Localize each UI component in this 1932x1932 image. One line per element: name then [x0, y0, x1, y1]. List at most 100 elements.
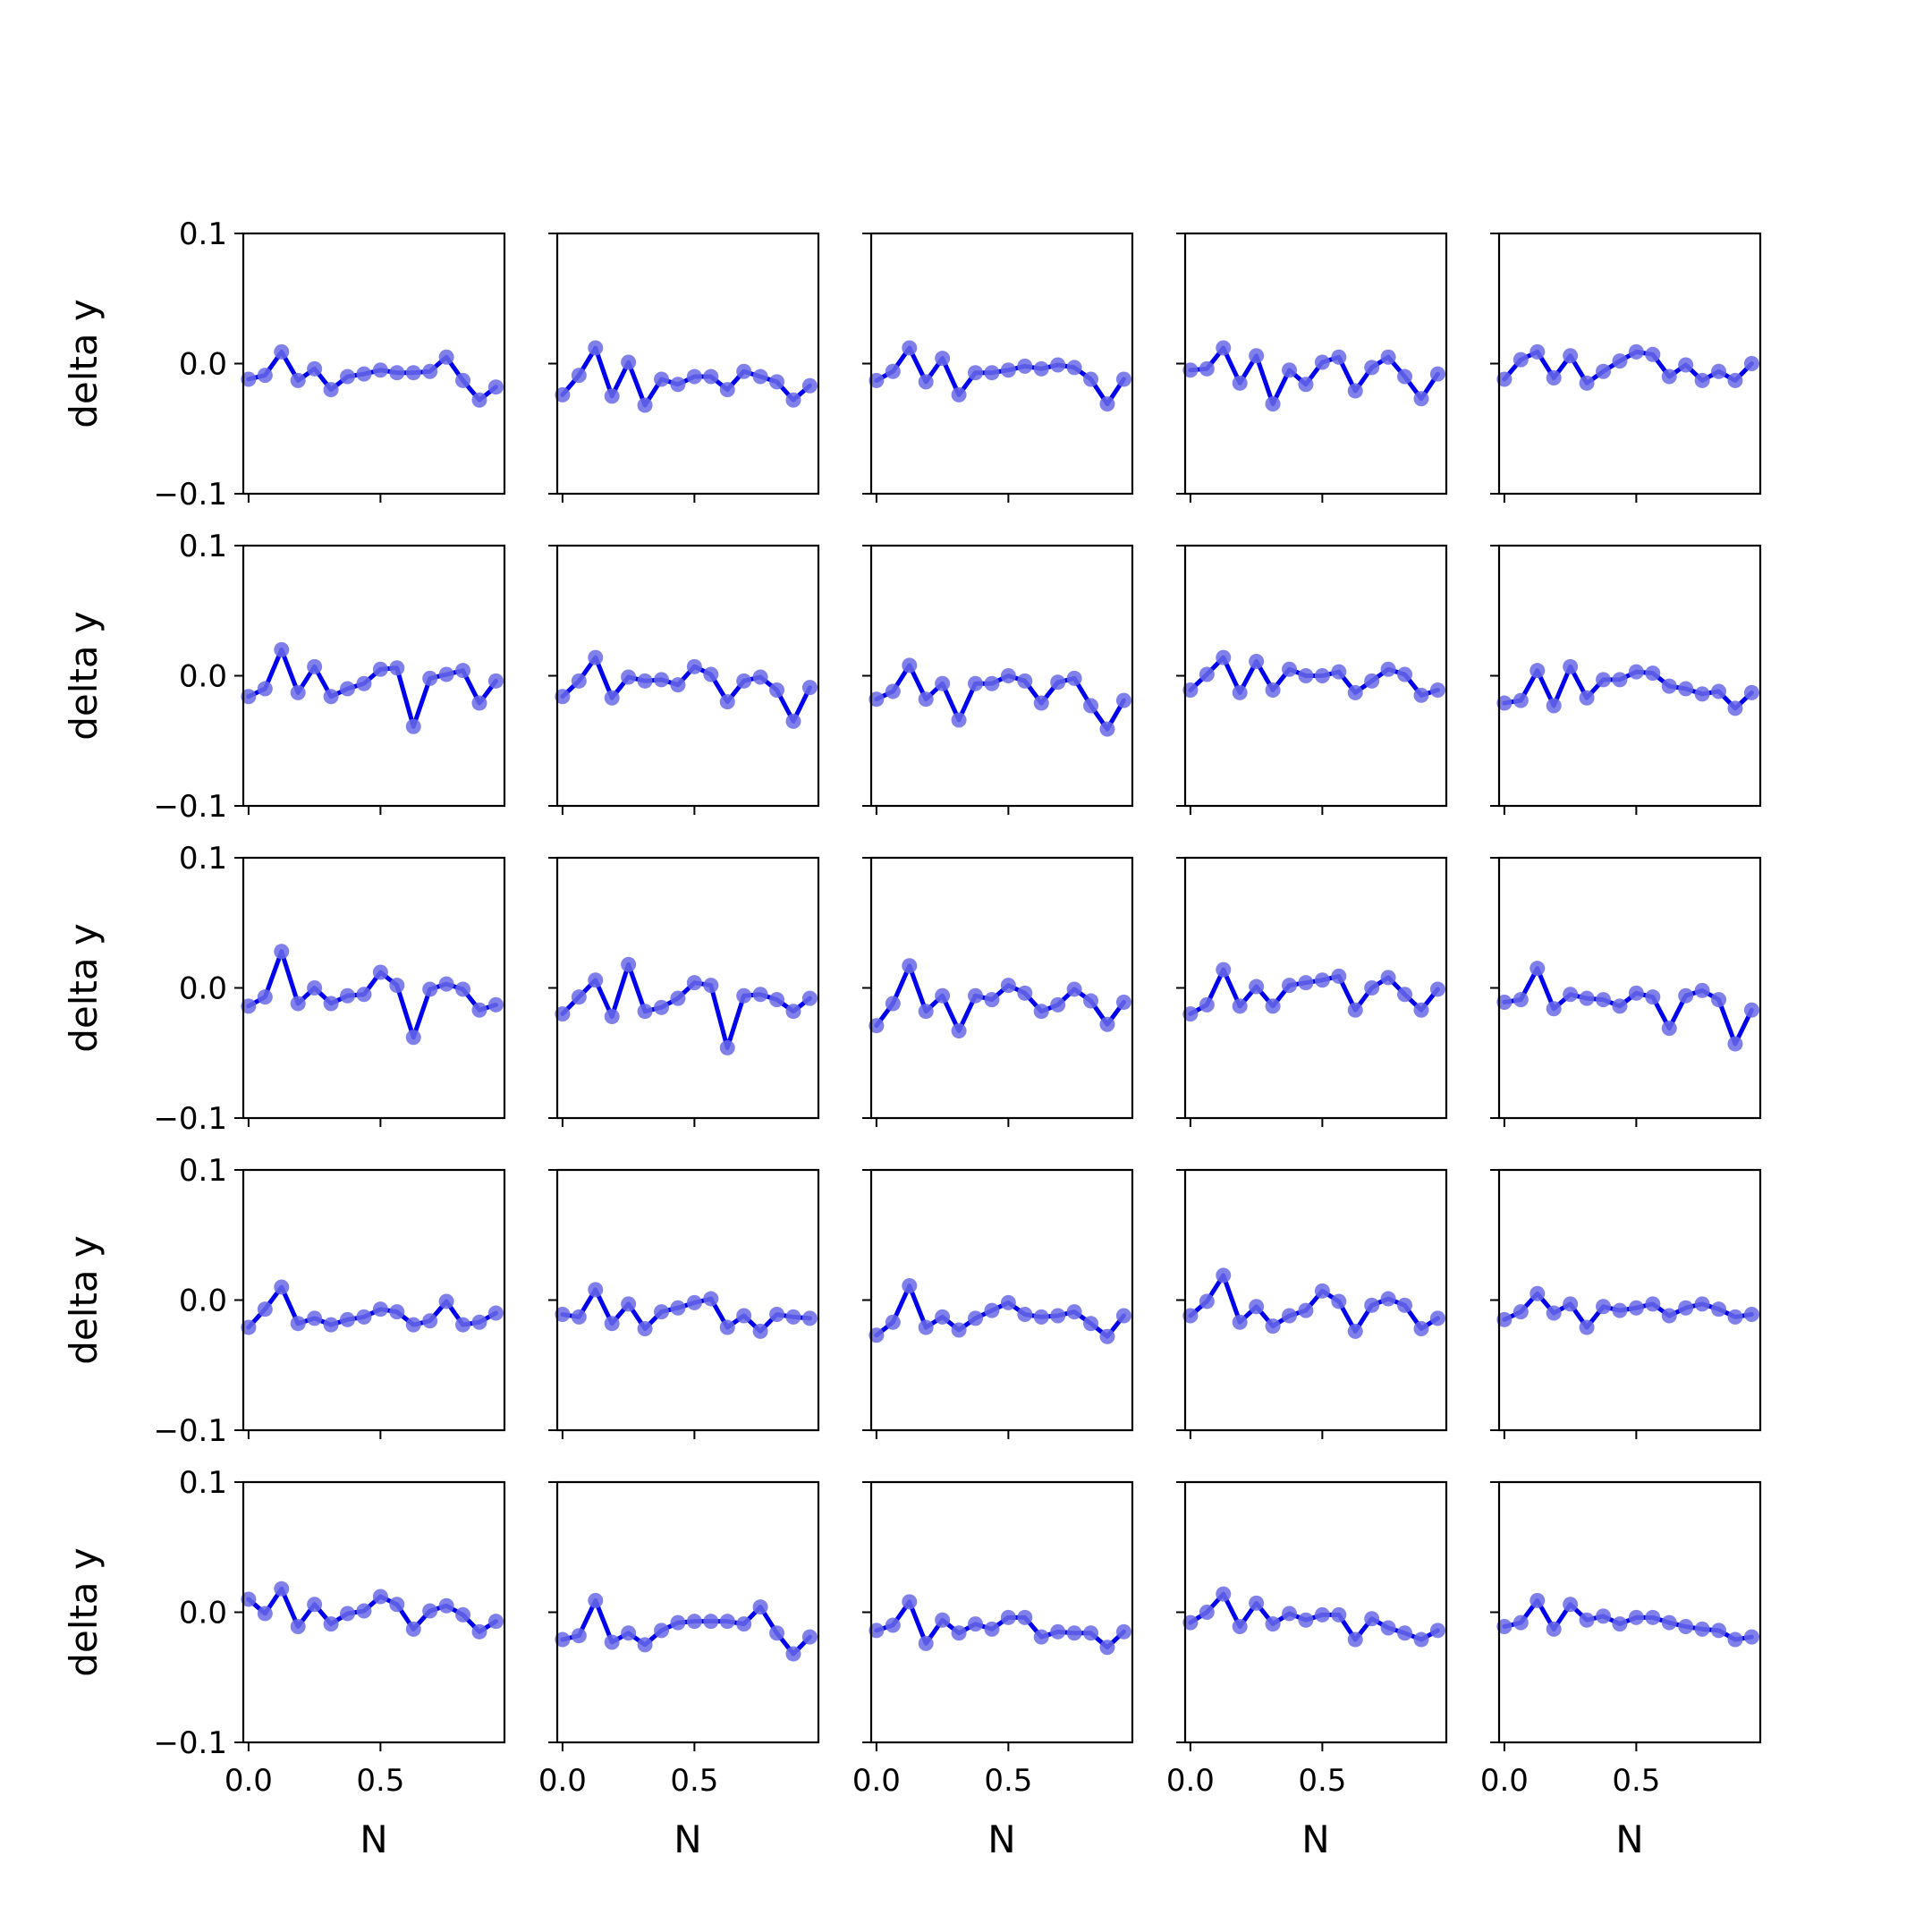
- data-point: [405, 1030, 421, 1046]
- data-point: [487, 673, 504, 689]
- data-point: [274, 343, 290, 360]
- data-point: [1182, 1006, 1199, 1022]
- data-point: [1083, 371, 1099, 387]
- data-point: [1115, 692, 1131, 708]
- data-point: [323, 689, 339, 705]
- data-point: [1612, 1616, 1628, 1632]
- data-point: [1727, 1036, 1743, 1052]
- data-point: [1530, 1592, 1546, 1608]
- data-point: [686, 1294, 702, 1310]
- data-point: [1182, 1308, 1199, 1324]
- y-tick-label: 0.1: [179, 529, 227, 564]
- data-point: [290, 684, 306, 700]
- data-point: [1000, 362, 1016, 378]
- data-point: [588, 1592, 604, 1608]
- data-point: [1546, 1621, 1562, 1637]
- data-point: [1612, 672, 1628, 688]
- data-point: [1314, 668, 1330, 683]
- data-point: [686, 1614, 702, 1630]
- series-line: [560, 345, 812, 408]
- data-point: [1579, 690, 1595, 706]
- data-point: [340, 681, 356, 697]
- data-point: [984, 1302, 1000, 1318]
- data-point: [1066, 1625, 1082, 1641]
- data-point: [241, 1319, 257, 1335]
- data-point: [1513, 352, 1529, 368]
- data-point: [1743, 1307, 1759, 1323]
- data-point: [340, 1606, 356, 1622]
- data-point: [902, 1277, 918, 1293]
- data-point: [257, 1301, 273, 1318]
- y-tick-label: 0.0: [179, 971, 227, 1007]
- series-line: [1188, 655, 1440, 698]
- y-tick-label: 0.0: [179, 1596, 227, 1631]
- data-point: [588, 1282, 604, 1298]
- data-point: [1530, 961, 1546, 977]
- data-point: [1628, 1300, 1644, 1316]
- data-point: [637, 673, 653, 689]
- data-point: [984, 365, 1000, 381]
- y-tick-label: 0.1: [179, 841, 227, 877]
- data-point: [637, 397, 653, 413]
- data-point: [968, 1310, 984, 1326]
- data-point: [918, 691, 934, 708]
- data-point: [1017, 1307, 1033, 1323]
- data-point: [422, 981, 438, 997]
- subplot-1-1: 0.1 0.0 −0.1 delta y: [62, 216, 506, 513]
- data-point: [290, 1316, 306, 1332]
- data-point: [389, 978, 405, 994]
- data-point: [1216, 340, 1232, 356]
- data-point: [1678, 357, 1694, 373]
- data-point: [1265, 682, 1281, 698]
- axes-frame: [242, 1168, 506, 1432]
- data-point: [438, 349, 454, 365]
- data-point: [1678, 1619, 1694, 1635]
- data-point: [869, 1018, 885, 1034]
- data-point: [1530, 663, 1546, 679]
- data-point: [1033, 1004, 1049, 1020]
- data-point: [340, 1311, 356, 1327]
- data-point: [438, 976, 454, 992]
- data-point: [290, 1619, 306, 1635]
- data-point: [1496, 371, 1513, 387]
- subplot-3-1: 0.1 0.0 −0.1 delta y: [62, 841, 506, 1137]
- data-point: [1000, 1294, 1016, 1310]
- data-point: [1083, 698, 1099, 714]
- data-point: [968, 987, 984, 1004]
- data-point: [1563, 987, 1579, 1003]
- data-point: [1282, 978, 1298, 994]
- data-point: [1743, 356, 1759, 371]
- axes-frame: [242, 232, 506, 496]
- data-point: [736, 987, 752, 1004]
- series-line: [246, 349, 498, 402]
- data-point: [801, 680, 818, 696]
- data-point: [654, 1623, 670, 1639]
- data-point: [571, 673, 587, 689]
- data-point: [356, 987, 372, 1003]
- data-point: [1199, 666, 1215, 682]
- data-point: [1380, 661, 1396, 677]
- data-point: [422, 670, 438, 686]
- data-point: [555, 1307, 571, 1323]
- data-point: [1265, 1616, 1281, 1632]
- data-point: [1033, 695, 1049, 711]
- data-point: [869, 372, 885, 388]
- data-point: [1298, 377, 1314, 393]
- data-point: [1364, 1611, 1380, 1627]
- data-point: [686, 369, 702, 385]
- data-point: [1530, 1285, 1546, 1301]
- data-point: [1347, 383, 1363, 399]
- data-point: [1678, 987, 1694, 1004]
- data-point: [307, 360, 323, 377]
- data-point: [1364, 673, 1380, 689]
- data-point: [1331, 664, 1347, 680]
- series-line: [1502, 349, 1754, 386]
- series-line: [874, 663, 1126, 732]
- data-point: [703, 369, 719, 385]
- x-tick-label: 0.0: [1166, 1763, 1215, 1799]
- data-point: [1364, 980, 1380, 996]
- data-point: [471, 392, 487, 408]
- data-point: [1413, 1321, 1429, 1337]
- subplot-4-3: [862, 1168, 1134, 1439]
